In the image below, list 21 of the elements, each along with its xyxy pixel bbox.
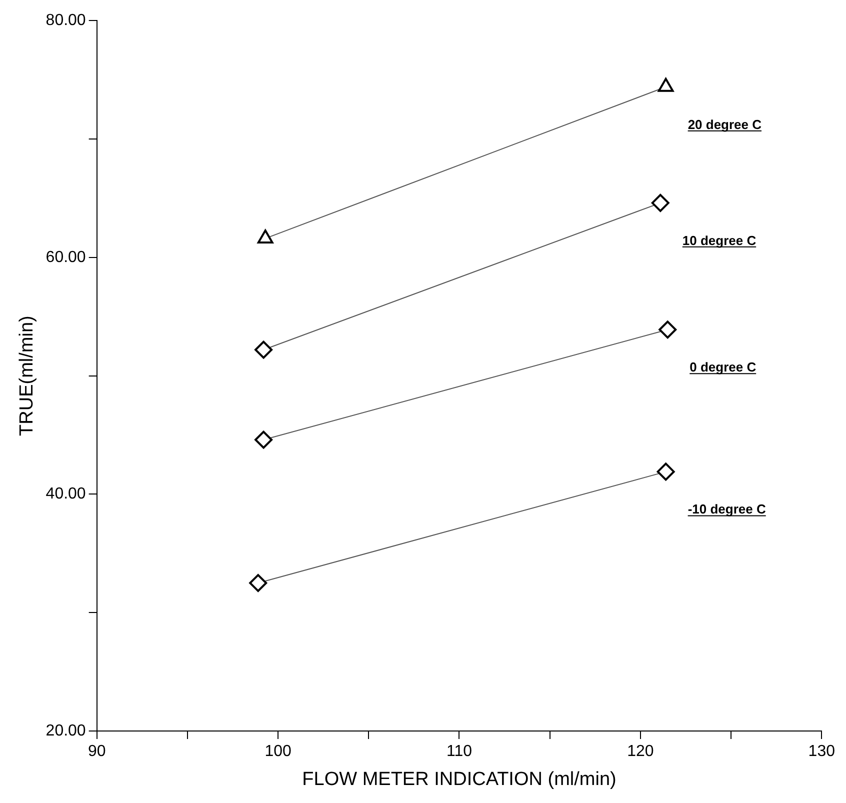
x-tick-label: 130 [808,743,836,760]
y-tick-label: 40.00 [46,486,86,503]
point [249,574,268,592]
y-tick-label: 20.00 [46,722,86,740]
point [658,320,677,339]
text: -10 degree C [688,502,766,517]
x-tick-label: 120 [627,743,654,760]
point [651,194,670,212]
point [254,340,273,359]
x-tick-label: 100 [264,743,292,760]
text: 20 degree C [688,116,762,132]
y-tick-label: 80.00 [46,12,86,30]
x-axis-title: FLOW METER INDICATION (ml/min) [302,768,616,790]
text: 0 degree C [690,360,757,375]
y-tick-label: 60.00 [46,248,86,266]
y-axis-title: TRUE(ml/min) [16,316,38,436]
text: 10 degree C [682,232,757,248]
point [656,462,675,481]
point [254,430,273,449]
x-tick-label: 110 [446,743,472,760]
x-tick-label: 90 [88,743,106,760]
